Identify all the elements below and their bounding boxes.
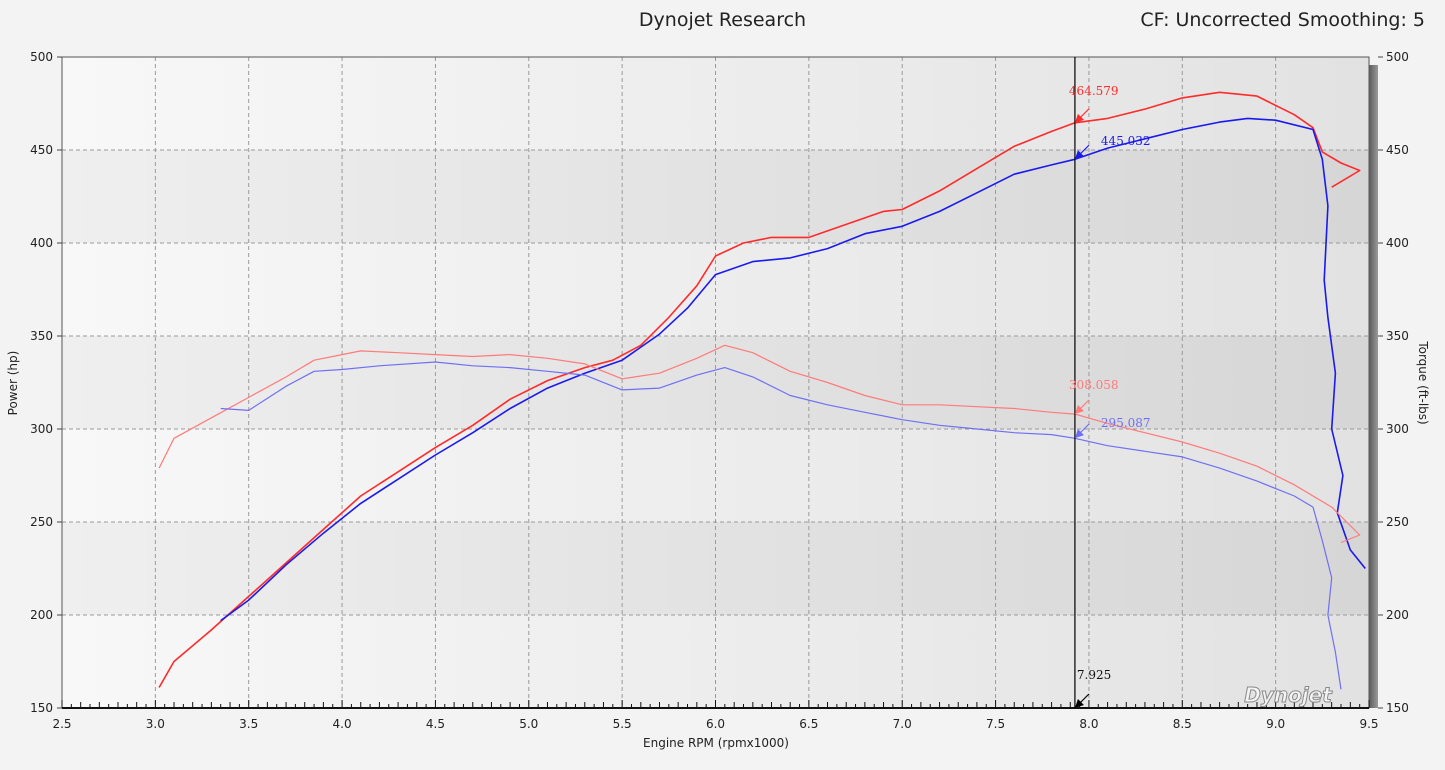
torque-a-readout-arrow [1074,399,1090,415]
y-tick-label-left: 250 [30,515,53,529]
y-tick-label-right: 250 [1386,515,1409,529]
x-tick-label: 6.5 [799,717,818,731]
x-tick-label: 7.0 [893,717,912,731]
y-tick-label-left: 400 [30,236,53,250]
chart-title: Dynojet Research [638,9,807,31]
y-tick-label-left: 300 [30,422,53,436]
arrow-head [1074,429,1084,439]
y-tick-label-right: 200 [1386,608,1409,622]
x-tick-label: 2.5 [52,717,71,731]
y-axis-left-tick-labels: 150 200 250 300 350 400 450 500 [30,50,53,715]
torque-a-line [158,344,1361,544]
y-tick-label-right: 350 [1386,329,1409,343]
power-b-line [220,117,1366,622]
svg-text:Dynojet: Dynojet [1244,683,1333,707]
y-tick-label-right: 450 [1386,143,1409,157]
rpm-cursor[interactable]: 7.925 464.579 445.032 308.058 295.087 [1069,57,1151,708]
y-tick-label-left: 350 [30,329,53,343]
cursor-x-readout: 7.925 [1077,668,1111,682]
x-tick-label: 9.5 [1359,717,1378,731]
data-series [158,91,1366,690]
y-tick-label-left: 500 [30,50,53,64]
power-a-readout-arrow [1074,108,1090,123]
right-axis-bar [1369,65,1378,708]
correction-smoothing-label: CF: Uncorrected Smoothing: 5 [1140,9,1425,31]
power-a-line [158,91,1361,688]
arrow-head [1074,150,1084,160]
torque-a-readout: 308.058 [1069,378,1119,392]
arrow-head [1074,113,1084,123]
x-tick-label: 6.0 [706,717,725,731]
x-axis-title: Engine RPM (rpmx1000) [643,736,789,750]
torque-b-readout-arrow [1074,423,1090,439]
arrow-head [1074,699,1084,708]
x-tick-label: 8.5 [1173,717,1192,731]
arrow-head [1074,405,1084,415]
y-tick-label-left: 150 [30,701,53,715]
x-tick-label: 5.0 [519,717,538,731]
y-axis-right-tick-labels: 150 200 250 300 350 400 450 500 [1386,50,1409,715]
dynojet-logo: Dynojet [1244,683,1334,708]
cursor-x-arrow [1074,693,1090,708]
y-tick-label-right: 300 [1386,422,1409,436]
y-tick-label-right: 500 [1386,50,1409,64]
power-a-readout: 464.579 [1069,84,1119,98]
x-tick-label: 9.0 [1266,717,1285,731]
x-tick-label: 8.0 [1079,717,1098,731]
y-tick-label-left: 200 [30,608,53,622]
x-tick-label: 3.0 [146,717,165,731]
x-tick-label: 5.5 [613,717,632,731]
x-tick-label: 7.5 [986,717,1005,731]
torque-b-readout: 295.087 [1101,416,1151,430]
power-b-readout-arrow [1074,144,1090,160]
axis-ticks [57,56,1383,709]
x-axis-tick-labels: 2.5 3.0 3.5 4.0 4.5 5.0 5.5 6.0 6.5 7.0 7.5 8.0 8.5 9… [52,717,1378,731]
power-b-readout: 445.032 [1101,134,1151,148]
y-axis-right-title: Torque (ft-lbs) [1416,340,1430,424]
x-tick-label: 4.5 [426,717,445,731]
torque-b-line [220,361,1342,690]
y-tick-label-right: 400 [1386,236,1409,250]
y-axis-left-title: Power (hp) [6,351,20,416]
y-tick-label-left: 450 [30,143,53,157]
y-tick-label-right: 150 [1386,701,1409,715]
x-tick-label: 4.0 [333,717,352,731]
x-tick-label: 3.5 [239,717,258,731]
